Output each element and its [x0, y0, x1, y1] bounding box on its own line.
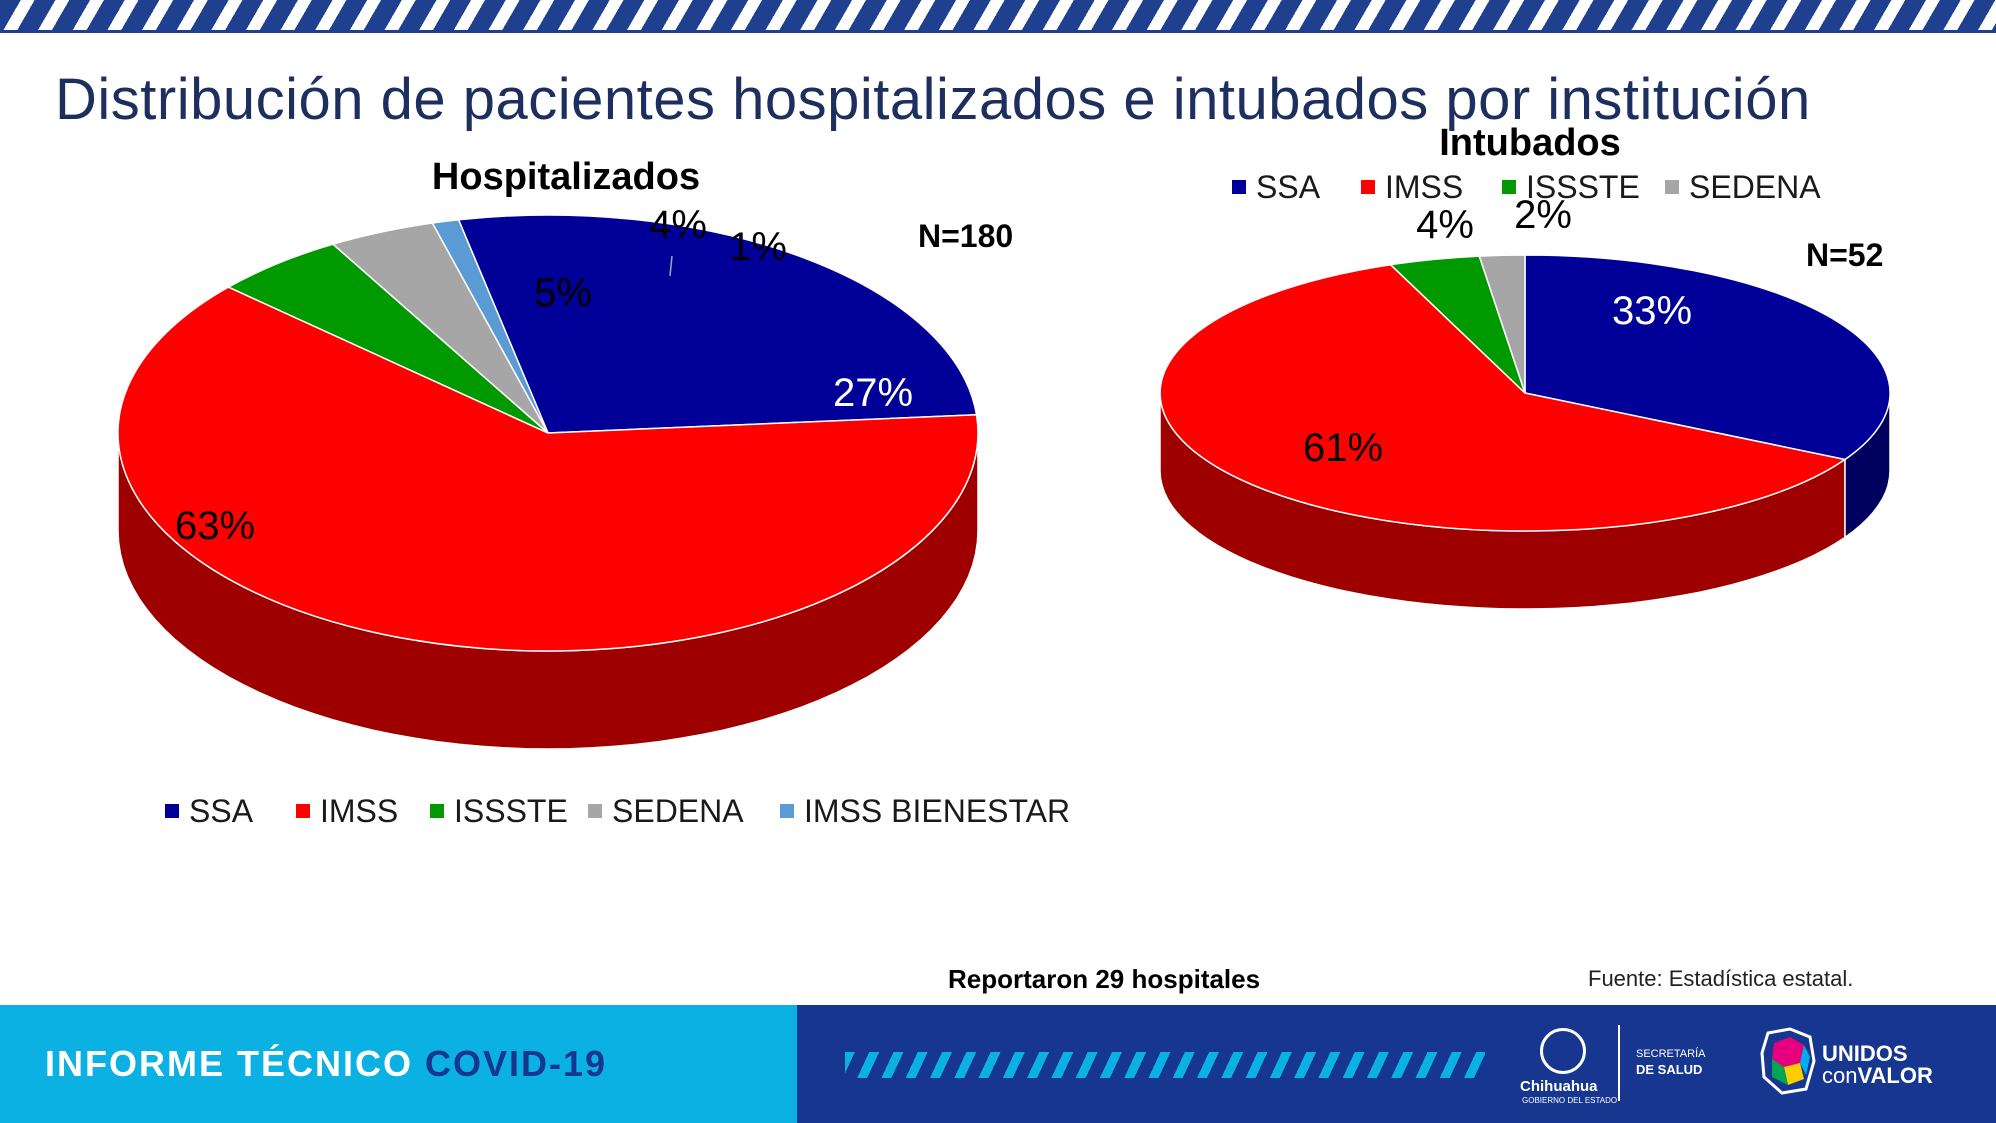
intubados-slices — [1159, 254, 1891, 610]
legend-swatch-issste — [430, 804, 444, 818]
legend-swatch-ssa — [165, 804, 179, 818]
data-label-imss: 63% — [175, 504, 255, 548]
charts-canvas: Hospitalizados N=180 27% 63% 5% 4% 1% SSA IMS… — [117, 122, 1891, 829]
intubados-n-label: N=52 — [1806, 237, 1883, 273]
data-label-ssa: 27% — [833, 371, 913, 415]
legend-label-ssa: SSA — [189, 793, 254, 829]
legend-swatch-imss — [1361, 180, 1375, 194]
legend-label-ssa: SSA — [1256, 169, 1321, 205]
legend-swatch-issste — [1502, 180, 1516, 194]
data-label-issste: 5% — [534, 271, 592, 315]
chihuahua-seal-icon — [1540, 1028, 1586, 1074]
legend-label-imss-bienestar: IMSS BIENESTAR — [804, 793, 1070, 829]
legend-swatch-sedena — [1665, 180, 1679, 194]
footer-title-part2: COVID-19 — [425, 1043, 608, 1084]
page-title: Distribución de pacientes hospitalizados… — [55, 67, 1811, 132]
convalor-valor: VALOR — [1857, 1063, 1933, 1088]
intubados-data-labels: 33% 61% 4% 2% — [1303, 193, 1692, 470]
hospitalizados-data-labels: 27% 63% 5% 4% 1% — [175, 203, 913, 548]
slice-ssa — [1524, 254, 1891, 461]
unidos-map-icon — [1760, 1027, 1816, 1095]
legend-swatch-sedena — [588, 804, 602, 818]
report-note: Reportaron 29 hospitales — [948, 964, 1261, 994]
legend-label-issste: ISSSTE — [454, 793, 568, 829]
secretaria-text: SECRETARÍA — [1636, 1048, 1706, 1060]
footer-stripes-decoration — [845, 1052, 1485, 1078]
legend-swatch-imss-bienestar — [780, 804, 794, 818]
intubados-pie-chart: Intubados N=52 33%61%4% 2% SSA IMSS ISSSTE S… — [1159, 122, 1891, 610]
convalor-text: conVALOR — [1822, 1063, 1933, 1089]
data-label-sedena: 2% — [1514, 193, 1572, 237]
hospitalizados-pie-chart: Hospitalizados N=180 27% 63% 5% 4% 1% SSA IMS… — [117, 156, 1070, 829]
legend-swatch-imss — [296, 804, 310, 818]
data-label-issste: 4% — [1416, 203, 1474, 247]
legend-label-issste: ISSSTE — [1526, 169, 1640, 205]
data-label-imss: 61% — [1303, 426, 1383, 470]
legend-label-sedena: SEDENA — [1689, 169, 1821, 205]
slice-imss — [117, 286, 979, 652]
slice-sedena — [1478, 254, 1526, 394]
source-note: Fuente: Estadística estatal. — [1588, 966, 1854, 991]
intubados-chart-title: Intubados — [1439, 122, 1621, 164]
data-label-imss-bienestar: 1% — [729, 225, 787, 269]
salud-text: DE SALUD — [1636, 1062, 1703, 1077]
legend-label-imss: IMSS — [320, 793, 398, 829]
slice-ssa — [457, 214, 978, 434]
hospitalizados-slices — [117, 214, 979, 750]
legend-label-sedena: SEDENA — [612, 793, 744, 829]
top-stripe-decoration — [0, 0, 1996, 33]
hospitalizados-n-label: N=180 — [918, 218, 1013, 254]
footer-divider — [1618, 1025, 1620, 1101]
chihuahua-logo-text: Chihuahua — [1520, 1078, 1598, 1095]
legend-label-imss: IMSS — [1385, 169, 1463, 205]
footer-title-part1: INFORME TÉCNICO — [45, 1043, 425, 1084]
footer-left-panel: INFORME TÉCNICO COVID-19 — [0, 1005, 797, 1123]
slice-imss — [1159, 263, 1847, 532]
unidos-text: UNIDOS — [1822, 1041, 1908, 1066]
intubados-legend: SSA IMSS ISSSTE SEDENA — [1232, 169, 1821, 205]
footer-title: INFORME TÉCNICO COVID-19 — [45, 1043, 607, 1085]
data-label-ssa: 33% — [1612, 289, 1692, 333]
chihuahua-logo-subtext: GOBIERNO DEL ESTADO — [1522, 1096, 1618, 1105]
leader-line — [669, 255, 673, 277]
slice-imss-bienestar — [431, 218, 549, 434]
hospitalizados-legend: SSA IMSS ISSSTE SEDENA IMSS BIENESTAR — [165, 793, 1070, 829]
convalor-con: con — [1822, 1063, 1858, 1088]
hospitalizados-chart-title: Hospitalizados — [432, 156, 700, 198]
data-label-sedena: 4% — [649, 203, 707, 247]
legend-swatch-ssa — [1232, 180, 1246, 194]
